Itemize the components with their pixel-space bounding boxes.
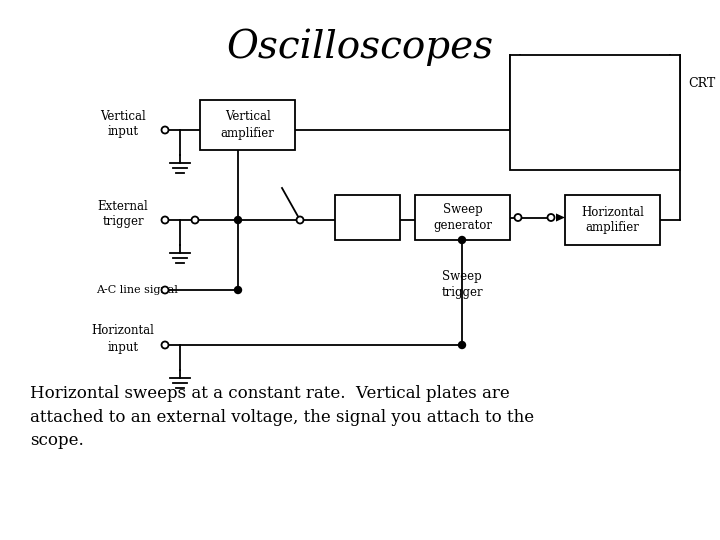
Text: Sweep
trigger: Sweep trigger bbox=[441, 270, 483, 299]
Text: Horizontal
amplifier: Horizontal amplifier bbox=[581, 206, 644, 234]
Circle shape bbox=[161, 287, 168, 294]
Bar bbox=[415, 195, 510, 240]
Circle shape bbox=[547, 214, 554, 221]
Circle shape bbox=[459, 341, 466, 348]
Polygon shape bbox=[556, 213, 565, 221]
Bar bbox=[200, 100, 295, 150]
Circle shape bbox=[297, 217, 304, 224]
Bar bbox=[565, 195, 660, 245]
Text: Horizontal sweeps at a constant rate.  Vertical plates are
attached to an extern: Horizontal sweeps at a constant rate. Ve… bbox=[30, 385, 534, 449]
Circle shape bbox=[161, 126, 168, 133]
Text: CRT: CRT bbox=[688, 77, 715, 90]
Text: Vertical
input: Vertical input bbox=[100, 110, 146, 138]
Circle shape bbox=[515, 214, 521, 221]
Text: A-C line signal: A-C line signal bbox=[96, 285, 178, 295]
Circle shape bbox=[235, 217, 241, 224]
Text: Sweep
generator: Sweep generator bbox=[433, 203, 492, 232]
Circle shape bbox=[459, 237, 466, 244]
Bar bbox=[335, 195, 400, 240]
Text: Oscilloscopes: Oscilloscopes bbox=[226, 28, 494, 65]
Circle shape bbox=[235, 287, 241, 294]
Circle shape bbox=[161, 341, 168, 348]
Text: Vertical
amplifier: Vertical amplifier bbox=[220, 111, 274, 139]
Text: Horizontal
input: Horizontal input bbox=[91, 325, 154, 354]
Bar bbox=[510, 55, 680, 170]
Circle shape bbox=[192, 217, 199, 224]
Circle shape bbox=[161, 217, 168, 224]
Text: External
trigger: External trigger bbox=[98, 199, 148, 228]
